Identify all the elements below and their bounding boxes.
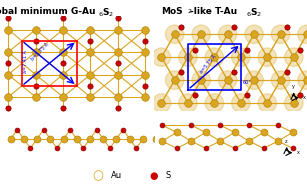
Text: x: x bbox=[297, 150, 300, 155]
Circle shape bbox=[179, 48, 197, 67]
Text: ○: ○ bbox=[93, 169, 104, 182]
Text: a=7.41 Å: a=7.41 Å bbox=[23, 50, 28, 73]
Text: 60°: 60° bbox=[242, 81, 251, 85]
Circle shape bbox=[165, 71, 184, 89]
Circle shape bbox=[179, 94, 197, 112]
Text: ●: ● bbox=[149, 171, 158, 181]
Text: $_6$S$_2$: $_6$S$_2$ bbox=[98, 7, 115, 19]
Circle shape bbox=[298, 71, 307, 89]
Circle shape bbox=[231, 48, 250, 67]
Circle shape bbox=[152, 94, 171, 112]
Text: z: z bbox=[284, 139, 287, 144]
Text: x: x bbox=[303, 95, 306, 100]
Circle shape bbox=[245, 25, 263, 43]
Text: MoS: MoS bbox=[161, 7, 183, 16]
Circle shape bbox=[258, 48, 277, 67]
Text: -like T-Au: -like T-Au bbox=[190, 7, 238, 16]
Text: $_2$: $_2$ bbox=[187, 7, 193, 16]
Text: S: S bbox=[166, 171, 171, 180]
Circle shape bbox=[271, 25, 290, 43]
Circle shape bbox=[192, 25, 210, 43]
Circle shape bbox=[218, 71, 237, 89]
Circle shape bbox=[285, 48, 303, 67]
Circle shape bbox=[271, 71, 290, 89]
Text: b=5.75 Å: b=5.75 Å bbox=[30, 42, 50, 62]
Circle shape bbox=[285, 94, 303, 112]
Text: $_6$S$_2$: $_6$S$_2$ bbox=[246, 7, 262, 19]
Circle shape bbox=[218, 25, 237, 43]
Text: a=5.75 Å: a=5.75 Å bbox=[199, 54, 217, 75]
Circle shape bbox=[298, 25, 307, 43]
Circle shape bbox=[152, 48, 171, 67]
Text: Global minimum G-Au: Global minimum G-Au bbox=[0, 7, 95, 16]
Circle shape bbox=[205, 48, 223, 67]
Circle shape bbox=[231, 94, 250, 112]
Text: y: y bbox=[292, 84, 294, 89]
Text: Au: Au bbox=[111, 171, 122, 180]
Bar bbox=[22, 41, 77, 86]
Circle shape bbox=[192, 71, 210, 89]
Circle shape bbox=[205, 94, 223, 112]
Circle shape bbox=[258, 94, 277, 112]
Circle shape bbox=[165, 25, 184, 43]
Circle shape bbox=[245, 71, 263, 89]
